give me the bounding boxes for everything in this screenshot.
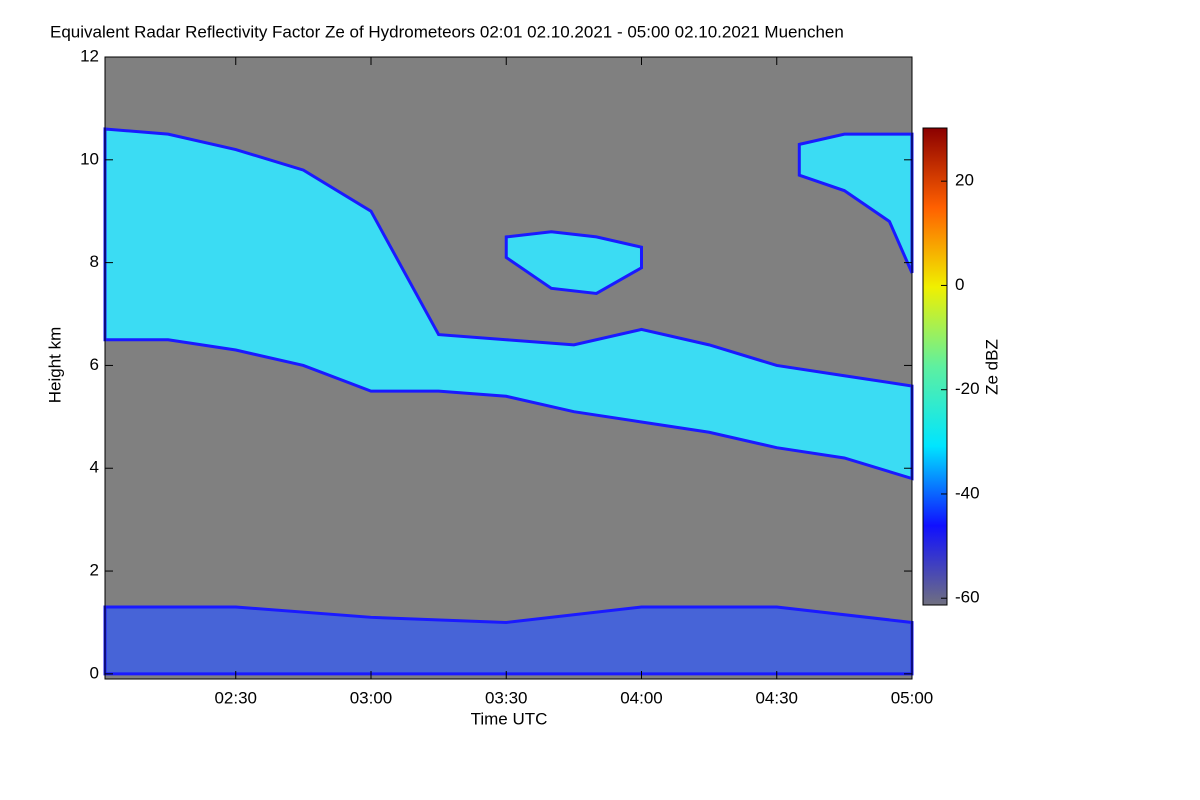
colorbar-tick-label: -20 [955, 379, 980, 398]
colorbar-label: Ze dBZ [982, 339, 1001, 395]
y-tick-label: 2 [90, 561, 99, 580]
colorbar-tick-label: -60 [955, 588, 980, 607]
x-tick-label: 03:00 [350, 688, 393, 707]
plot-frame [104, 56, 913, 680]
y-tick-label: 6 [90, 355, 99, 374]
x-tick-label: 04:00 [620, 688, 663, 707]
y-tick-label: 0 [90, 663, 99, 682]
y-axis-label: Height km [45, 327, 64, 404]
x-tick-label: 05:00 [891, 688, 934, 707]
colorbar-tick-label: 0 [955, 275, 964, 294]
colorbar-tick-label: 20 [955, 171, 974, 190]
y-tick-label: 8 [90, 252, 99, 271]
x-tick-label: 04:30 [755, 688, 798, 707]
colorbar-tick-label: -40 [955, 483, 980, 502]
cloud-layer [504, 230, 643, 296]
y-tick-label: 4 [90, 458, 99, 477]
y-tick-label: 12 [80, 46, 99, 65]
x-axis-label: Time UTC [471, 709, 548, 728]
colorbar [922, 127, 948, 606]
y-tick-label: 10 [80, 149, 99, 168]
x-tick-label: 02:30 [214, 688, 257, 707]
chart-title: Equivalent Radar Reflectivity Factor Ze … [50, 22, 844, 41]
x-tick-label: 03:30 [485, 688, 528, 707]
